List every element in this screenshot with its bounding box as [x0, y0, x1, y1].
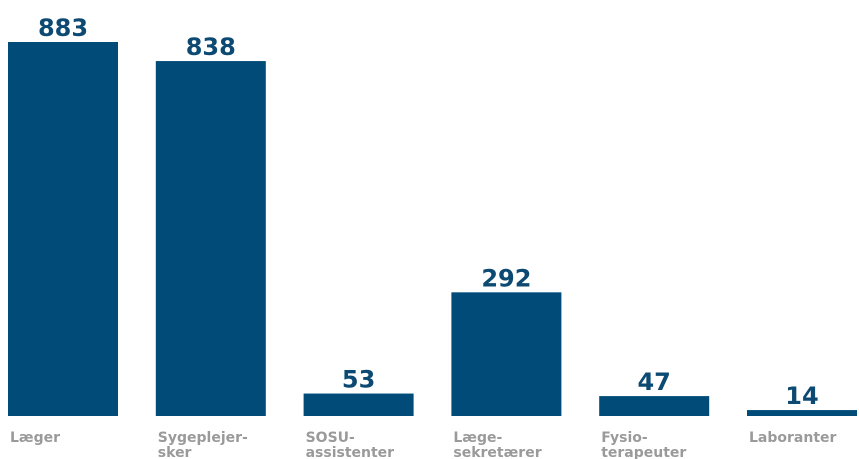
bar: [599, 396, 710, 416]
bar: [155, 61, 266, 416]
value-label: 292: [481, 264, 531, 292]
value-label: 53: [342, 366, 375, 394]
category-label: Fysio-terapeuter: [601, 430, 686, 459]
category-line: Sygeplejer-: [158, 430, 248, 446]
category-line: sker: [158, 445, 192, 459]
category-line: Laboranter: [749, 430, 837, 446]
value-label: 838: [186, 33, 236, 61]
category-line: Læge-: [453, 430, 502, 446]
category-label: Sygeplejer-sker: [158, 430, 248, 459]
category-line: Læger: [10, 430, 60, 446]
bar: [8, 42, 118, 416]
category-line: sekretærer: [453, 445, 541, 459]
value-label: 47: [637, 368, 670, 396]
value-label: 14: [785, 382, 818, 410]
bar: [451, 292, 562, 416]
category-label: Læger: [10, 430, 60, 446]
bar: [303, 393, 414, 416]
category-line: Fysio-: [601, 430, 648, 446]
category-line: assistenter: [306, 445, 395, 459]
category-label: Laboranter: [749, 430, 837, 446]
category-label: SOSU-assistenter: [306, 430, 395, 459]
category-line: SOSU-: [306, 430, 355, 446]
category-line: terapeuter: [601, 445, 686, 459]
category-label: Læge-sekretærer: [453, 430, 541, 459]
value-label: 883: [38, 14, 88, 42]
bar: [747, 410, 857, 416]
